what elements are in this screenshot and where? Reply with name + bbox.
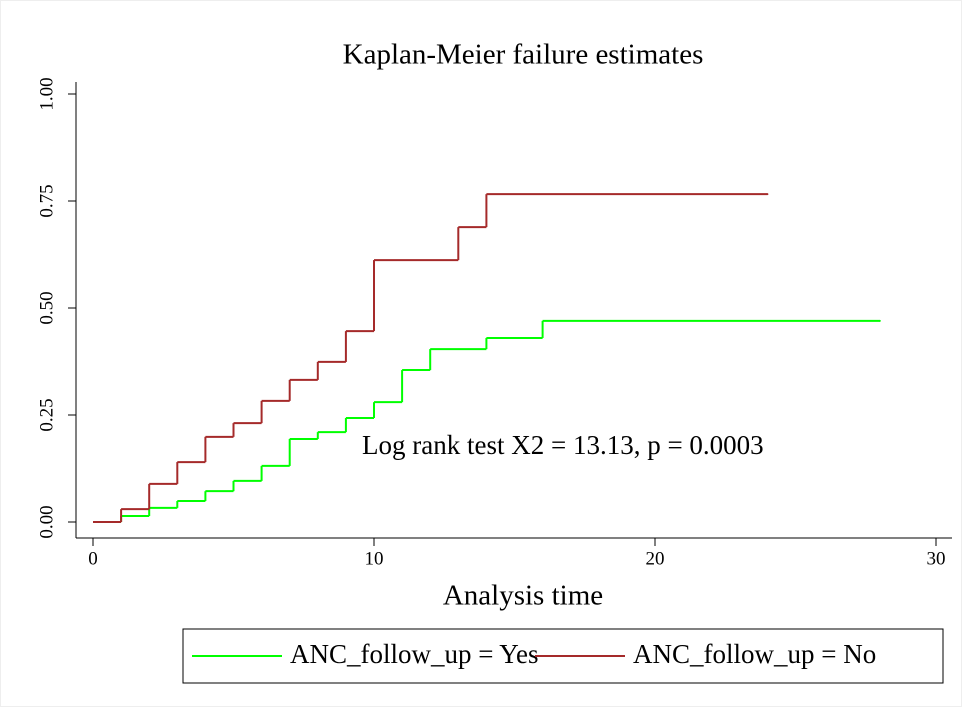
x-tick-label: 10 bbox=[365, 548, 384, 569]
y-tick-label: 0.00 bbox=[36, 505, 57, 538]
x-tick-label: 20 bbox=[646, 548, 665, 569]
step-end bbox=[878, 319, 881, 322]
step-end bbox=[766, 193, 769, 196]
x-axis-label: Analysis time bbox=[443, 580, 603, 612]
chart-title: Kaplan-Meier failure estimates bbox=[343, 39, 704, 71]
legend-label: ANC_follow_up = Yes bbox=[290, 639, 539, 669]
y-tick-label: 0.25 bbox=[36, 398, 57, 431]
annotation: Log rank test X2 = 13.13, p = 0.0003 bbox=[362, 430, 764, 460]
legend-box bbox=[182, 628, 944, 684]
x-tick-label: 30 bbox=[927, 548, 946, 569]
y-tick-label: 0.75 bbox=[36, 184, 57, 217]
x-tick-label: 0 bbox=[88, 548, 98, 569]
y-tick-label: 0.50 bbox=[36, 291, 57, 324]
y-tick-label: 1.00 bbox=[36, 77, 57, 110]
legend-label: ANC_follow_up = No bbox=[633, 639, 876, 669]
